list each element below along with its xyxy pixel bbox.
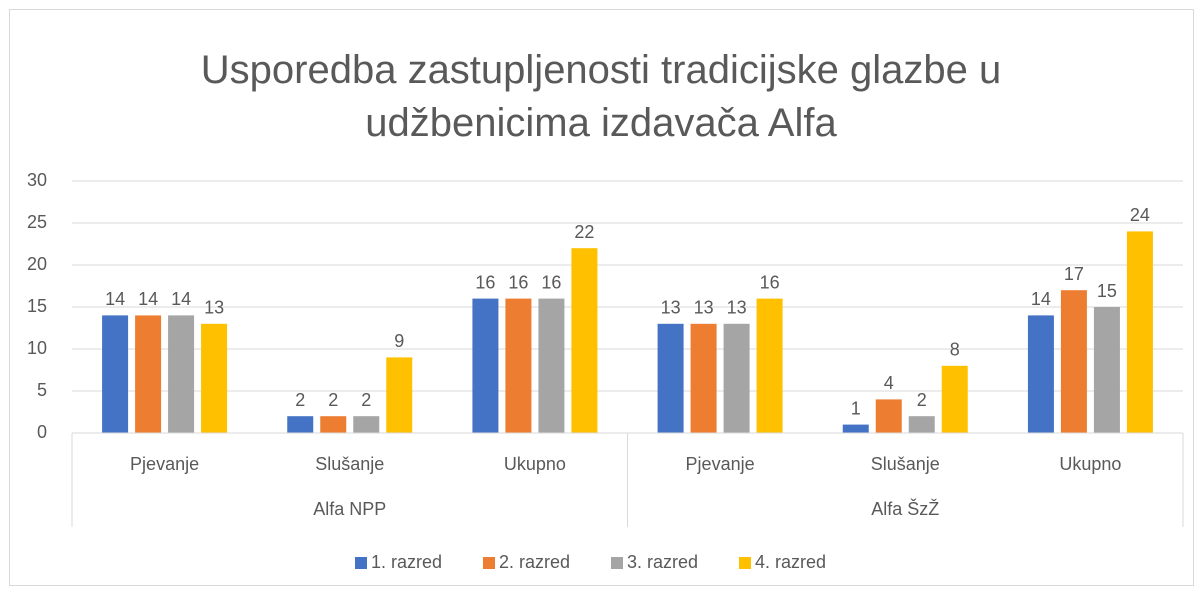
bar — [287, 416, 314, 433]
value-label: 24 — [1130, 205, 1150, 225]
bar — [1093, 307, 1120, 433]
bar — [201, 323, 228, 433]
bar — [472, 298, 499, 433]
value-label: 16 — [760, 272, 780, 292]
value-label: 14 — [138, 289, 158, 309]
x-tick-label: Ukupno — [1059, 454, 1121, 474]
y-tick-label: 10 — [27, 338, 47, 358]
y-tick-label: 30 — [27, 170, 47, 190]
value-label: 4 — [884, 373, 894, 393]
legend-swatch — [611, 557, 623, 569]
bar — [102, 315, 129, 433]
bar — [1060, 290, 1087, 433]
bar — [168, 315, 195, 433]
value-label: 14 — [171, 289, 191, 309]
value-label: 2 — [295, 390, 305, 410]
value-label: 16 — [475, 272, 495, 292]
value-label: 8 — [950, 340, 960, 360]
bar — [538, 298, 565, 433]
value-label: 13 — [727, 298, 747, 318]
value-label: 13 — [661, 298, 681, 318]
value-label: 17 — [1064, 264, 1084, 284]
bar — [908, 416, 935, 433]
bar — [386, 357, 413, 433]
y-tick-label: 0 — [37, 422, 47, 442]
bar — [875, 399, 902, 433]
value-label: 22 — [574, 222, 594, 242]
legend-swatch — [483, 557, 495, 569]
y-tick-label: 20 — [27, 254, 47, 274]
bar — [505, 298, 532, 433]
legend-swatch — [355, 557, 367, 569]
group-label: Alfa NPP — [313, 499, 386, 519]
bar — [756, 298, 783, 433]
x-tick-label: Slušanje — [871, 454, 940, 474]
value-label: 2 — [917, 390, 927, 410]
value-label: 13 — [204, 298, 224, 318]
bar — [842, 424, 869, 433]
bar — [1027, 315, 1054, 433]
bar — [941, 365, 968, 433]
legend-label: 1. razred — [371, 552, 442, 572]
bar — [723, 323, 750, 433]
bar — [571, 248, 598, 433]
value-label: 14 — [105, 289, 125, 309]
value-label: 15 — [1097, 281, 1117, 301]
value-label: 13 — [694, 298, 714, 318]
value-label: 9 — [394, 331, 404, 351]
legend-label: 2. razred — [499, 552, 570, 572]
bar — [353, 416, 380, 433]
value-label: 1 — [851, 398, 861, 418]
x-tick-label: Pjevanje — [130, 454, 199, 474]
bar — [1126, 231, 1153, 433]
group-label: Alfa ŠzŽ — [871, 498, 939, 519]
x-tick-label: Ukupno — [504, 454, 566, 474]
legend-swatch — [739, 557, 751, 569]
y-tick-label: 5 — [37, 380, 47, 400]
legend-label: 4. razred — [755, 552, 826, 572]
bar — [657, 323, 684, 433]
bar — [690, 323, 717, 433]
value-label: 2 — [361, 390, 371, 410]
bar — [135, 315, 162, 433]
value-label: 16 — [541, 272, 561, 292]
value-label: 2 — [328, 390, 338, 410]
chart-border — [9, 9, 1194, 586]
value-label: 16 — [508, 272, 528, 292]
y-tick-label: 25 — [27, 212, 47, 232]
chart-title: Usporedba zastupljenosti tradicijske gla… — [200, 48, 1002, 145]
y-tick-label: 15 — [27, 296, 47, 316]
bar — [320, 416, 347, 433]
x-tick-label: Pjevanje — [686, 454, 755, 474]
value-label: 14 — [1031, 289, 1051, 309]
legend-label: 3. razred — [627, 552, 698, 572]
x-tick-label: Slušanje — [315, 454, 384, 474]
